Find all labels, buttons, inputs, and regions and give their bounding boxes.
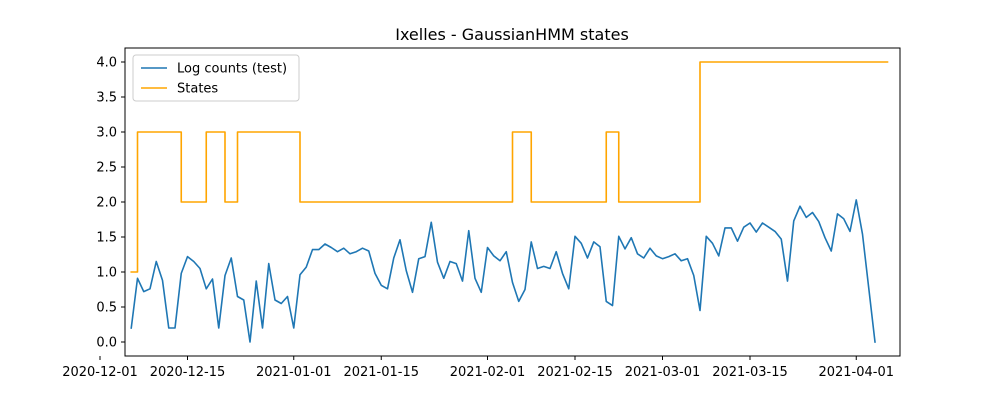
- x-tick-label: 2021-02-15: [537, 365, 613, 380]
- y-tick-label: 1.5: [96, 231, 117, 246]
- x-tick-label: 2020-12-01: [62, 365, 138, 380]
- y-tick-label: 0.5: [96, 301, 117, 316]
- series-line-log-counts: [130, 199, 876, 343]
- series-line-states: [130, 61, 889, 273]
- y-tick-label: 2.0: [96, 196, 117, 211]
- x-tick-label: 2021-04-01: [818, 365, 894, 380]
- legend: Log counts (test) States: [132, 54, 300, 102]
- x-tick-label: 2021-01-01: [256, 365, 332, 380]
- x-tick-label: 2021-01-15: [343, 365, 419, 380]
- y-tick-label: 3.5: [96, 91, 117, 106]
- y-tick-label: 4.0: [96, 56, 117, 71]
- y-axis: 0.0 0.5 1.0 1.5 2.0 2.5 3.0 3.5 4.0: [96, 56, 125, 351]
- y-tick-label: 1.0: [96, 266, 117, 281]
- legend-label-log-counts: Log counts (test): [177, 62, 287, 77]
- x-tick-label: 2021-03-01: [625, 365, 701, 380]
- legend-label-states: States: [177, 82, 218, 97]
- y-tick-label: 0.0: [96, 336, 117, 351]
- x-tick-label: 2021-03-15: [712, 365, 788, 380]
- x-axis: 2020-12-01 2020-12-15 2021-01-01 2021-01-15…: [62, 356, 894, 380]
- y-tick-label: 2.5: [96, 161, 117, 176]
- chart-title: Ixelles - GaussianHMM states: [395, 25, 629, 44]
- y-tick-label: 3.0: [96, 126, 117, 141]
- series-layer: [130, 61, 889, 343]
- legend-box: [132, 54, 300, 102]
- x-tick-label: 2021-02-01: [450, 365, 526, 380]
- x-tick-label: 2020-12-15: [150, 365, 226, 380]
